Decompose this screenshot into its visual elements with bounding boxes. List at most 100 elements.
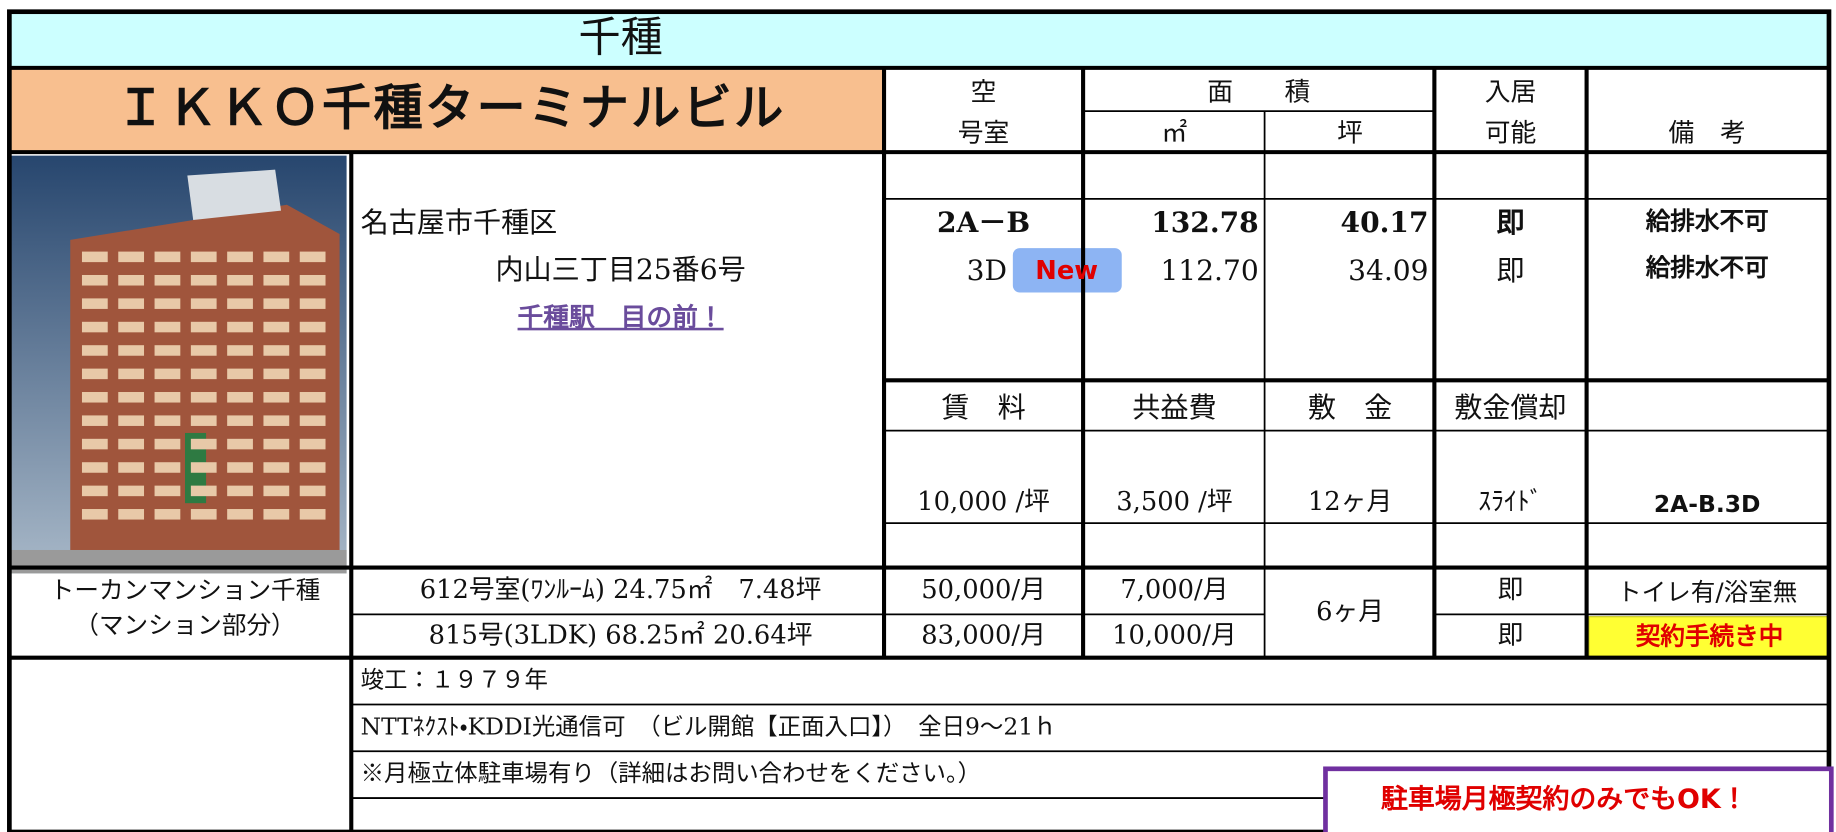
- mansion-name: （マンション部分）: [74, 611, 295, 640]
- col-header: 面 積: [1207, 78, 1310, 108]
- building-photo: [9, 155, 347, 574]
- window: [118, 462, 145, 473]
- window: [118, 485, 145, 497]
- mansion-rent: 83,000/月: [921, 621, 1046, 651]
- window: [190, 485, 217, 497]
- window: [81, 438, 108, 450]
- window: [154, 321, 181, 333]
- note: NTTﾈｸｽﾄ・KDDI光通信可 （ビル開館【正面入口】） 全日9～21ｈ: [361, 712, 1057, 740]
- window: [154, 368, 181, 380]
- room: 2A－B: [937, 206, 1030, 239]
- window: [190, 251, 217, 263]
- callout-text: 駐車場月極契約のみでもOK！: [1381, 783, 1748, 815]
- window: [118, 251, 145, 263]
- mansion-fee: 7,000/月: [1120, 575, 1228, 605]
- window: [154, 251, 181, 263]
- window: [299, 392, 326, 403]
- window: [263, 298, 290, 309]
- window: [81, 251, 108, 263]
- window: [227, 509, 253, 520]
- mansion-move-in: 即: [1498, 621, 1524, 651]
- window: [81, 392, 108, 403]
- new-label: New: [1035, 256, 1098, 286]
- address-line: 名古屋市千種区: [361, 206, 558, 239]
- window: [227, 298, 253, 309]
- window: [263, 462, 290, 473]
- window: [190, 415, 217, 426]
- window: [263, 321, 290, 333]
- window: [154, 345, 181, 356]
- area-tsubo: 34.09: [1348, 254, 1428, 287]
- window: [118, 438, 145, 450]
- window: [118, 368, 145, 380]
- window: [190, 368, 217, 380]
- building-name: ＩＫＫＯ千種ターミナルビル: [116, 79, 786, 137]
- window: [81, 321, 108, 333]
- window: [263, 345, 290, 356]
- window: [299, 298, 326, 309]
- window: [263, 251, 290, 263]
- terms-header: 敷金償却: [1454, 391, 1566, 424]
- window: [227, 251, 253, 263]
- window: [81, 485, 108, 497]
- window: [227, 392, 253, 403]
- terms-value: 10,000 /坪: [917, 487, 1050, 517]
- window: [154, 438, 181, 450]
- terms-header: 共益費: [1132, 391, 1216, 424]
- window: [299, 345, 326, 356]
- window: [299, 438, 326, 450]
- remarks: 給排水不可: [1645, 253, 1769, 282]
- remarks: 給排水不可: [1645, 206, 1769, 235]
- note: 竣工：１９７９年: [361, 666, 548, 694]
- window: [299, 321, 326, 333]
- window: [154, 274, 181, 286]
- window: [263, 438, 290, 450]
- mansion-rent: 50,000/月: [921, 575, 1046, 605]
- mansion-room: 612号室(ﾜﾝﾙｰﾑ) 24.75㎡ 7.48坪: [420, 575, 822, 605]
- window: [118, 274, 145, 286]
- window: [263, 509, 290, 520]
- window: [227, 462, 253, 473]
- window: [190, 392, 217, 403]
- room: 3D: [967, 254, 1007, 287]
- window: [190, 438, 217, 450]
- mansion-remarks: トイレ有/浴室無: [1617, 577, 1797, 606]
- address-highlight: 千種駅 目の前！: [518, 302, 724, 333]
- window: [81, 368, 108, 380]
- window: [299, 251, 326, 263]
- col-header: 可能: [1485, 119, 1537, 149]
- window: [118, 298, 145, 309]
- move-in: 即: [1496, 254, 1524, 287]
- window: [227, 485, 253, 497]
- window: [227, 415, 253, 426]
- col-header: 坪: [1337, 119, 1363, 149]
- window: [263, 368, 290, 380]
- window: [227, 274, 253, 286]
- col-header: 号室: [958, 119, 1010, 149]
- terms-value: 3,500 /坪: [1116, 487, 1232, 517]
- window: [190, 274, 217, 286]
- area-sqm: 112.70: [1160, 254, 1258, 287]
- col-header: 備 考: [1669, 119, 1746, 149]
- window: [118, 345, 145, 356]
- window: [81, 509, 108, 520]
- window: [299, 368, 326, 380]
- title-band: [9, 11, 1829, 68]
- window: [190, 321, 217, 333]
- window: [190, 462, 217, 473]
- terms-header: 賃 料: [941, 391, 1025, 424]
- mansion-move-in: 即: [1498, 575, 1524, 605]
- window: [154, 392, 181, 403]
- window: [299, 509, 326, 520]
- window: [227, 345, 253, 356]
- callout-box: [1323, 766, 1834, 832]
- window: [81, 274, 108, 286]
- window: [154, 415, 181, 426]
- window: [154, 485, 181, 497]
- terms-value: 12ヶ月: [1308, 487, 1392, 517]
- terms-value: 2A-B.3D: [1654, 490, 1761, 518]
- new-badge: [1012, 248, 1122, 293]
- window: [263, 485, 290, 497]
